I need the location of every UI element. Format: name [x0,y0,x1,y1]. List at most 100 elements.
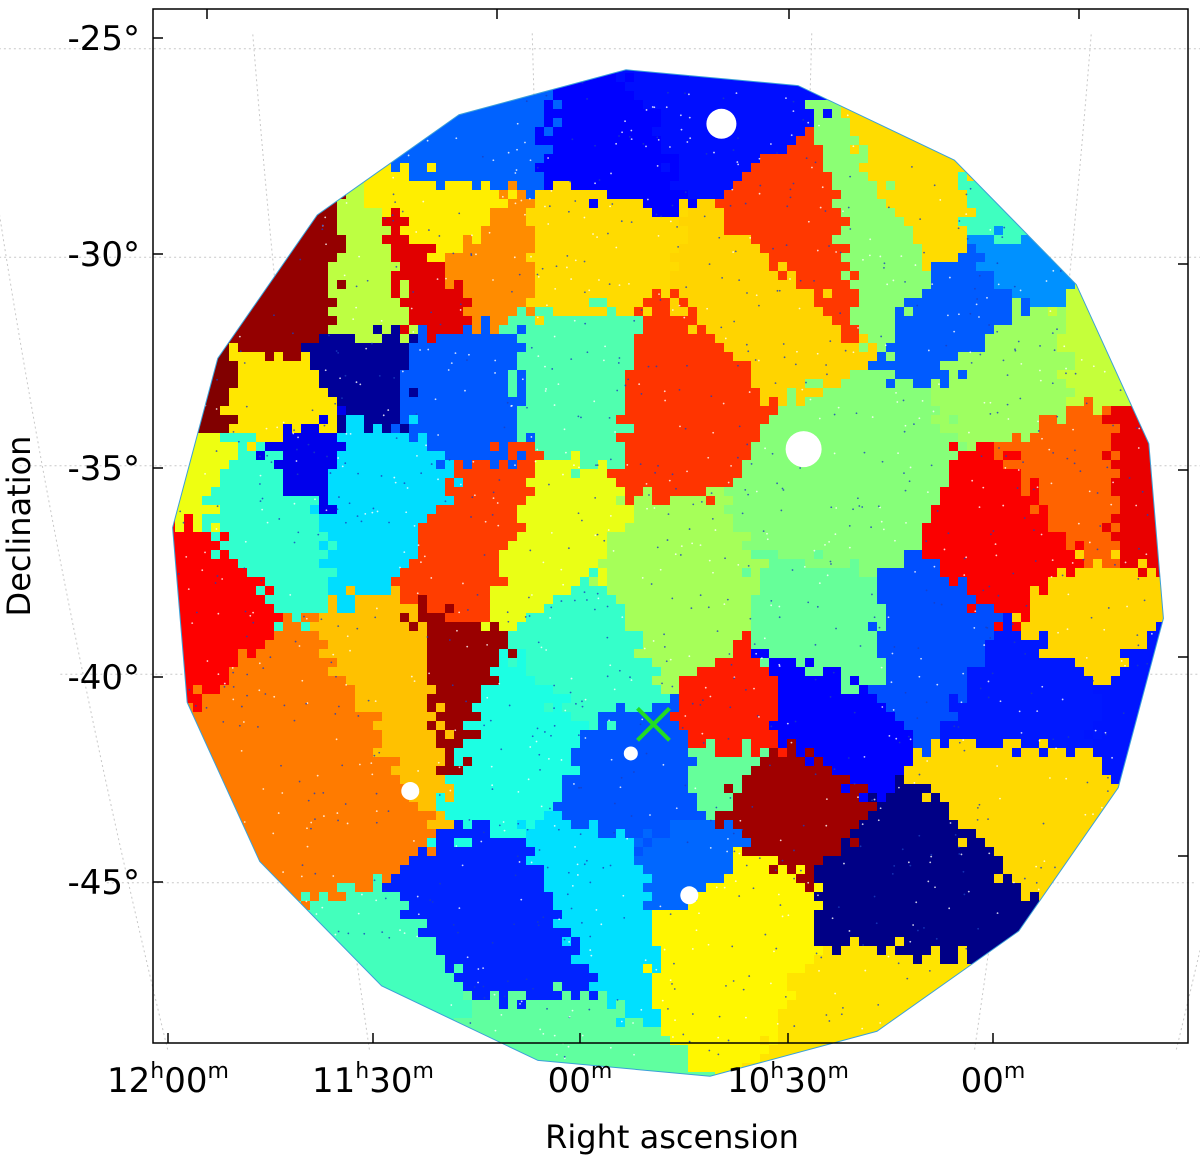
patch-cell [904,136,914,146]
patch-cell [400,181,410,191]
patch-cell [328,325,338,335]
patch-cell [1111,343,1121,353]
patch-cell [1012,334,1022,344]
patch-cell [913,433,923,443]
patch-cell [715,199,725,209]
patch-cell [877,190,887,200]
patch-cell [172,145,176,155]
patch-cell [607,208,617,218]
patch-cell [787,415,797,425]
patch-cell [328,154,338,164]
patch-cell [823,127,833,137]
patch-cell [418,244,428,254]
patch-cell [1174,217,1184,227]
patch-cell [796,424,806,434]
patch-cell [490,127,500,137]
patch-cell [1048,100,1058,110]
patch-cell [877,433,887,443]
patch-cell [1039,397,1049,407]
patch-cell [265,118,275,128]
patch-cell [454,136,464,146]
patch-cell [1021,262,1031,272]
patch-cell [679,118,689,128]
patch-cell [805,370,815,380]
patch-cell [625,190,635,200]
patch-cell [535,163,545,173]
patch-cell [490,199,500,209]
patch-cell [409,379,419,389]
patch-cell [670,226,680,236]
patch-cell [1021,154,1031,164]
patch-cell [598,55,608,65]
patch-cell [571,208,581,218]
patch-cell [850,379,860,389]
patch-cell [211,424,221,434]
patch-cell [787,217,797,227]
patch-cell [823,271,833,281]
patch-cell [292,100,302,110]
patch-cell [886,181,896,191]
patch-cell [490,280,500,290]
patch-cell [895,109,905,119]
patch-cell [472,352,482,362]
patch-cell [238,415,248,425]
patch-cell [967,388,977,398]
patch-cell [670,253,680,263]
patch-cell [634,433,644,443]
patch-cell [436,190,446,200]
patch-cell [715,289,725,299]
patch-cell [679,190,689,200]
patch-cell [328,91,338,101]
patch-cell [1030,55,1040,65]
patch-cell [1039,100,1049,110]
patch-cell [490,118,500,128]
patch-cell [445,208,455,218]
patch-cell [670,379,680,389]
patch-cell [832,69,842,74]
patch-cell [832,406,842,416]
patch-cell [553,208,563,218]
patch-cell [850,181,860,191]
patch-cell [769,289,779,299]
patch-cell [1120,208,1130,218]
patch-cell [346,271,356,281]
patch-cell [589,181,599,191]
patch-cell [1039,118,1049,128]
patch-cell [445,127,455,137]
patch-cell [1156,100,1164,110]
patch-cell [769,163,779,173]
patch-cell [1147,91,1157,101]
patch-cell [1075,262,1085,272]
patch-cell [400,190,410,200]
patch-cell [688,136,698,146]
patch-cell [265,442,275,452]
patch-cell [256,55,266,65]
patch-cell [922,298,932,308]
patch-cell [445,136,455,146]
patch-cell [661,397,671,407]
patch-cell [616,370,626,380]
patch-cell [1012,235,1022,245]
patch-cell [346,172,356,182]
patch-cell [715,208,725,218]
patch-cell [1129,352,1139,362]
patch-cell [688,289,698,299]
patch-cell [400,235,410,245]
patch-cell [175,109,185,119]
patch-cell [409,271,419,281]
patch-cell [985,217,995,227]
patch-cell [310,379,320,389]
patch-cell [976,217,986,227]
patch-cell [895,334,905,344]
patch-cell [1147,298,1157,308]
patch-cell [499,352,509,362]
patch-cell [490,163,500,173]
patch-cell [445,244,455,254]
patch-cell [1156,406,1164,416]
patch-cell [643,73,653,83]
patch-cell [172,298,176,308]
patch-cell [247,109,257,119]
patch-cell [274,181,284,191]
patch-cell [985,55,995,65]
patch-cell [1102,154,1112,164]
